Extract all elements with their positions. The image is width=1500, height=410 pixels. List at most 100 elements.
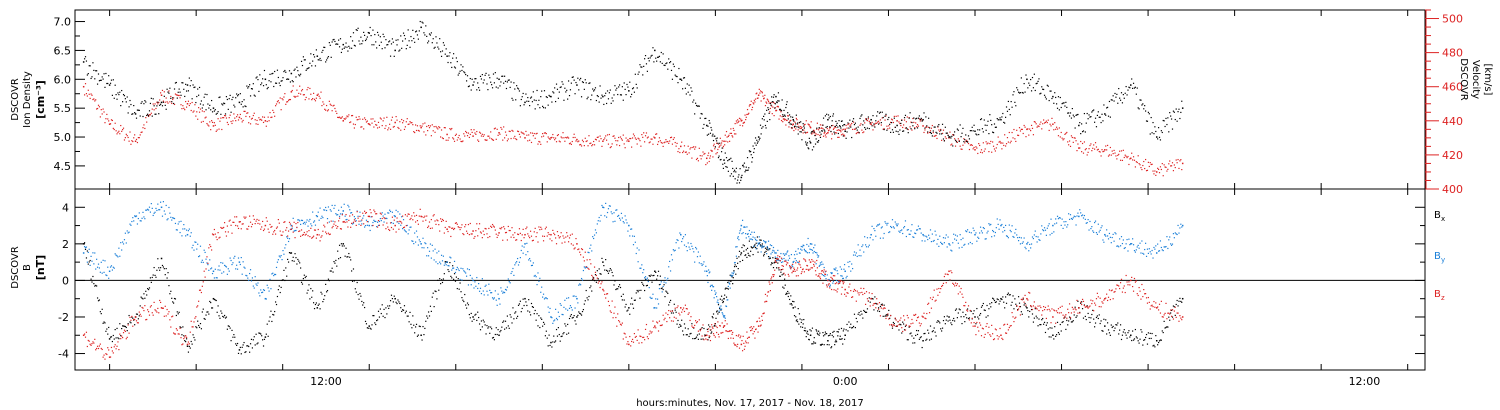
velocity-sample: [769, 111, 771, 113]
density-sample: [160, 103, 162, 105]
velocity-sample: [687, 145, 689, 147]
velocity-sample: [559, 141, 561, 143]
velocity-sample: [481, 133, 483, 135]
density-sample: [816, 127, 818, 129]
bx-sample: [950, 322, 952, 324]
velocity-sample: [519, 136, 521, 138]
density-sample: [1160, 130, 1162, 132]
velocity-sample: [273, 111, 275, 114]
bx-point: [316, 307, 319, 309]
density-sample: [491, 84, 493, 86]
velocity-sample: [915, 126, 918, 128]
velocity-sample: [135, 138, 138, 141]
density-sample: [1097, 111, 1099, 113]
velocity-sample: [236, 114, 239, 116]
by-sample: [756, 239, 758, 242]
bx-sample: [205, 314, 207, 316]
bx-sample: [362, 304, 364, 306]
density-sample: [690, 87, 692, 89]
density-sample: [606, 90, 609, 92]
density-point: [212, 107, 215, 109]
bx-sample: [302, 277, 304, 280]
velocity-sample: [139, 134, 141, 136]
bx-sample: [383, 308, 385, 311]
bx-sample: [607, 272, 610, 274]
velocity-sample: [325, 104, 328, 107]
density-sample: [819, 131, 821, 133]
bx-sample: [1070, 321, 1073, 323]
density-sample: [732, 167, 734, 170]
density-point: [316, 55, 319, 57]
bx-sample: [735, 265, 738, 268]
bx-sample: [757, 251, 759, 253]
velocity-sample: [441, 137, 444, 139]
density-sample: [581, 81, 584, 83]
bx-sample: [482, 319, 484, 321]
density-sample: [915, 118, 917, 120]
bx-sample: [534, 309, 536, 312]
bx-sample: [450, 275, 452, 277]
by-point: [290, 224, 293, 227]
by-sample: [1045, 234, 1047, 236]
bx-sample: [229, 327, 231, 329]
by-point: [1181, 224, 1184, 227]
bx-sample: [160, 267, 162, 269]
density-sample: [851, 136, 853, 139]
by-sample: [588, 252, 590, 254]
velocity-sample: [766, 98, 768, 100]
by-sample: [192, 244, 194, 246]
bx-sample: [463, 300, 465, 303]
by-sample: [832, 282, 834, 284]
density-sample: [243, 99, 245, 101]
bx-sample: [862, 317, 864, 319]
by-sample: [134, 215, 136, 217]
bx-sample: [453, 273, 456, 275]
by-sample: [619, 219, 622, 221]
bx-sample: [112, 334, 114, 337]
velocity-sample: [690, 146, 692, 149]
bx-sample: [402, 309, 405, 311]
by-sample: [831, 272, 833, 274]
density-sample: [473, 81, 475, 83]
density-sample: [313, 56, 316, 58]
velocity-sample: [355, 116, 357, 118]
bx-sample: [733, 266, 736, 268]
bx-sample: [725, 287, 727, 289]
velocity-sample: [197, 118, 199, 120]
by-sample: [946, 246, 948, 248]
bx-sample: [976, 307, 978, 310]
by-sample: [676, 239, 678, 241]
velocity-sample: [1119, 150, 1121, 152]
velocity-sample: [666, 141, 668, 143]
density-sample: [1027, 87, 1029, 89]
density-point: [498, 78, 500, 81]
density-sample: [464, 72, 466, 74]
velocity-sample: [562, 132, 564, 134]
bx-sample: [1139, 338, 1141, 340]
velocity-sample: [423, 131, 425, 133]
density-sample: [467, 85, 470, 88]
bx-sample: [177, 313, 179, 315]
bx-sample: [642, 283, 644, 285]
bx-sample: [864, 311, 867, 313]
velocity-sample: [1131, 152, 1133, 154]
by-sample: [299, 220, 301, 222]
density-sample: [504, 75, 506, 77]
density-sample: [792, 116, 794, 118]
by-sample: [750, 238, 752, 240]
bx-sample: [397, 299, 399, 301]
bx-sample: [813, 341, 815, 343]
by-sample: [177, 223, 179, 225]
velocity-sample: [818, 127, 820, 130]
density-sample: [312, 60, 314, 62]
bx-sample: [1146, 343, 1149, 345]
density-sample: [248, 86, 250, 88]
density-sample: [707, 125, 709, 127]
velocity-sample: [711, 150, 713, 152]
by-sample: [572, 295, 574, 297]
bx-sample: [831, 334, 833, 336]
by-sample: [587, 251, 589, 253]
density-sample: [754, 142, 756, 144]
density-sample: [429, 34, 432, 36]
by-sample: [695, 248, 698, 250]
